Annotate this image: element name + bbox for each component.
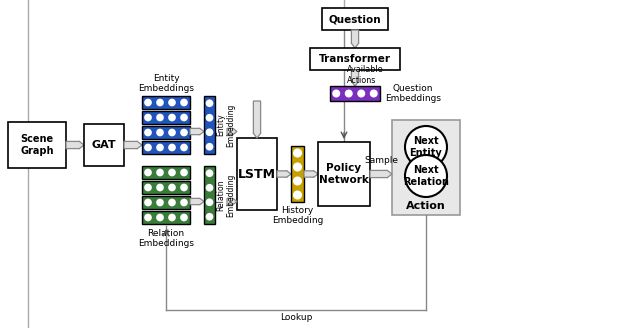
FancyBboxPatch shape	[392, 120, 460, 215]
Text: LSTM: LSTM	[238, 168, 276, 180]
Text: Scene
Graph: Scene Graph	[20, 134, 54, 156]
FancyBboxPatch shape	[142, 126, 190, 139]
Circle shape	[293, 149, 302, 157]
Circle shape	[293, 176, 302, 186]
Circle shape	[180, 184, 188, 191]
Circle shape	[144, 199, 152, 206]
FancyBboxPatch shape	[142, 111, 190, 124]
FancyBboxPatch shape	[142, 166, 190, 179]
Circle shape	[370, 90, 378, 97]
Circle shape	[156, 144, 164, 151]
FancyBboxPatch shape	[204, 96, 215, 154]
Circle shape	[156, 114, 164, 121]
Circle shape	[180, 129, 188, 136]
FancyBboxPatch shape	[310, 48, 400, 70]
Text: Relation
Embedding: Relation Embedding	[216, 173, 236, 217]
FancyBboxPatch shape	[318, 142, 370, 206]
Circle shape	[180, 114, 188, 121]
FancyBboxPatch shape	[204, 166, 215, 224]
Text: Next
Relation: Next Relation	[403, 165, 449, 187]
Circle shape	[156, 99, 164, 106]
Polygon shape	[227, 128, 237, 135]
Circle shape	[144, 99, 152, 106]
FancyBboxPatch shape	[8, 122, 66, 168]
Circle shape	[180, 169, 188, 176]
Circle shape	[156, 184, 164, 191]
FancyBboxPatch shape	[142, 141, 190, 154]
Circle shape	[293, 162, 302, 172]
Circle shape	[168, 129, 176, 136]
Circle shape	[205, 128, 213, 136]
Polygon shape	[253, 101, 261, 138]
Text: Policy
Network: Policy Network	[319, 163, 369, 185]
Circle shape	[168, 199, 176, 206]
Text: Available
Actions: Available Actions	[347, 65, 383, 85]
FancyBboxPatch shape	[84, 124, 124, 166]
Circle shape	[144, 129, 152, 136]
FancyBboxPatch shape	[322, 8, 388, 30]
Circle shape	[293, 191, 302, 199]
Text: Action: Action	[406, 201, 446, 211]
Circle shape	[168, 99, 176, 106]
Text: Entity
Embedding: Entity Embedding	[216, 103, 236, 147]
Circle shape	[205, 99, 213, 107]
Circle shape	[180, 214, 188, 221]
Circle shape	[156, 129, 164, 136]
Circle shape	[168, 144, 176, 151]
Polygon shape	[277, 171, 291, 177]
Circle shape	[144, 114, 152, 121]
Circle shape	[205, 213, 213, 221]
Circle shape	[345, 90, 353, 97]
Text: Next
Entity: Next Entity	[410, 136, 442, 158]
Circle shape	[144, 184, 152, 191]
Text: Question
Embeddings: Question Embeddings	[385, 84, 441, 103]
Circle shape	[205, 114, 213, 122]
Text: Sample: Sample	[364, 156, 398, 165]
Circle shape	[156, 199, 164, 206]
Circle shape	[205, 184, 213, 192]
Circle shape	[205, 198, 213, 206]
Circle shape	[144, 169, 152, 176]
FancyBboxPatch shape	[142, 196, 190, 209]
Text: Lookup: Lookup	[280, 313, 312, 322]
Circle shape	[357, 90, 365, 97]
Circle shape	[180, 144, 188, 151]
Circle shape	[180, 99, 188, 106]
Polygon shape	[227, 198, 237, 205]
FancyBboxPatch shape	[142, 96, 190, 109]
Polygon shape	[190, 198, 204, 205]
Circle shape	[144, 214, 152, 221]
Polygon shape	[124, 141, 142, 149]
Text: Entity
Embeddings: Entity Embeddings	[138, 73, 194, 93]
Circle shape	[168, 114, 176, 121]
Polygon shape	[304, 171, 318, 177]
FancyBboxPatch shape	[237, 138, 277, 210]
Polygon shape	[370, 170, 392, 178]
Circle shape	[168, 214, 176, 221]
Circle shape	[405, 126, 447, 168]
Polygon shape	[351, 70, 359, 86]
FancyBboxPatch shape	[142, 181, 190, 194]
Text: GAT: GAT	[92, 140, 116, 150]
Polygon shape	[351, 30, 359, 48]
Polygon shape	[190, 128, 204, 135]
Text: Question: Question	[329, 14, 381, 24]
Text: History
Embedding: History Embedding	[272, 206, 323, 225]
Text: Relation
Embeddings: Relation Embeddings	[138, 229, 194, 248]
Circle shape	[405, 155, 447, 197]
Circle shape	[168, 169, 176, 176]
FancyBboxPatch shape	[142, 211, 190, 224]
Circle shape	[205, 143, 213, 151]
Polygon shape	[66, 141, 84, 149]
Circle shape	[180, 199, 188, 206]
FancyBboxPatch shape	[330, 86, 380, 101]
Circle shape	[156, 214, 164, 221]
Circle shape	[205, 169, 213, 177]
Text: Transformer: Transformer	[319, 54, 391, 64]
Circle shape	[144, 144, 152, 151]
Circle shape	[168, 184, 176, 191]
FancyBboxPatch shape	[291, 146, 304, 202]
Circle shape	[156, 169, 164, 176]
Circle shape	[332, 90, 340, 97]
